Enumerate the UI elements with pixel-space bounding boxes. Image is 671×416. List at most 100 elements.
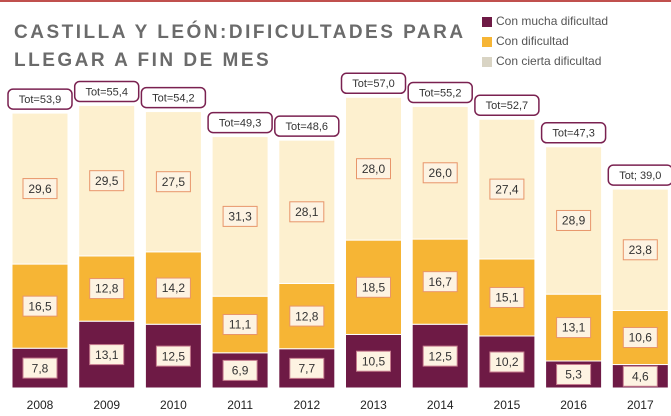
value-label-box bbox=[356, 350, 391, 372]
total-label: Tot=57,0 bbox=[352, 78, 395, 90]
total-label-box bbox=[474, 94, 540, 116]
total-label-box bbox=[340, 72, 407, 95]
value-label-box bbox=[556, 363, 592, 385]
value-label-box bbox=[489, 351, 525, 373]
value-label: 5,3 bbox=[565, 368, 582, 382]
value-label: 12,8 bbox=[95, 282, 119, 296]
value-label: 16,7 bbox=[429, 275, 453, 289]
value-label-box bbox=[155, 171, 191, 193]
x-tick-label: 2017 bbox=[627, 398, 654, 412]
value-label-box bbox=[422, 271, 458, 293]
value-label-box bbox=[422, 162, 458, 184]
x-tick-label: 2015 bbox=[494, 398, 521, 412]
total-label: Tot=55,2 bbox=[419, 87, 462, 99]
x-tick-label: 2008 bbox=[27, 398, 54, 412]
value-label: 12,8 bbox=[295, 309, 319, 323]
value-label-box bbox=[489, 178, 525, 200]
value-label-box bbox=[556, 317, 592, 339]
value-label-box bbox=[622, 365, 658, 387]
value-label: 10,6 bbox=[629, 331, 653, 345]
legend-swatch bbox=[482, 57, 492, 67]
legend-label: Con dificultad bbox=[496, 34, 569, 48]
value-label: 13,1 bbox=[562, 321, 586, 335]
value-label: 14,2 bbox=[162, 281, 186, 295]
value-label: 4,6 bbox=[632, 369, 649, 383]
value-label-box bbox=[422, 345, 458, 367]
x-tick-label: 2016 bbox=[560, 398, 587, 412]
x-tick-label: 2009 bbox=[93, 398, 120, 412]
value-label: 26,0 bbox=[429, 166, 453, 180]
value-label-box bbox=[89, 278, 125, 300]
value-label-box bbox=[155, 345, 191, 367]
value-label: 6,9 bbox=[232, 364, 249, 378]
total-label: Tot; 39,0 bbox=[619, 170, 661, 182]
value-label-box bbox=[155, 277, 191, 299]
value-label: 31,3 bbox=[228, 210, 252, 224]
total-label-box bbox=[407, 81, 473, 104]
chart-title: CASTILLA Y LEÓN:DIFICULTADES PARA bbox=[14, 21, 466, 43]
value-label: 29,6 bbox=[28, 182, 52, 196]
x-tick-label: 2014 bbox=[427, 398, 454, 412]
value-label-box bbox=[556, 209, 592, 231]
value-label-box bbox=[289, 357, 325, 379]
total-label-box bbox=[7, 88, 73, 110]
value-label-box bbox=[289, 201, 325, 223]
total-label: Tot=53,9 bbox=[19, 94, 62, 106]
value-label: 28,0 bbox=[362, 162, 386, 176]
legend-swatch bbox=[482, 37, 492, 47]
value-label-box bbox=[356, 276, 391, 298]
value-label: 12,5 bbox=[162, 349, 186, 363]
value-label-box bbox=[89, 170, 125, 192]
total-label-box bbox=[73, 80, 140, 103]
chart-title: LLEGAR A FIN DE MES bbox=[14, 50, 271, 71]
value-label: 12,5 bbox=[429, 349, 453, 363]
value-label-box bbox=[222, 359, 258, 381]
x-tick-label: 2012 bbox=[293, 398, 320, 412]
legend-label: Con mucha dificultad bbox=[496, 14, 608, 28]
total-label-box bbox=[274, 115, 340, 137]
total-label-box bbox=[140, 86, 207, 109]
bar-segment bbox=[278, 348, 336, 389]
value-label-box bbox=[89, 344, 125, 366]
total-label: Tot=54,2 bbox=[152, 92, 195, 104]
value-label: 29,5 bbox=[95, 174, 119, 188]
value-label-box bbox=[222, 314, 258, 336]
total-label-box bbox=[540, 122, 607, 144]
value-label: 13,1 bbox=[95, 348, 119, 362]
total-label: Tot=48,6 bbox=[286, 121, 329, 133]
x-tick-label: 2010 bbox=[160, 398, 187, 412]
x-tick-label: 2011 bbox=[227, 398, 253, 412]
value-label-box bbox=[289, 305, 325, 327]
value-label: 7,7 bbox=[298, 362, 315, 376]
total-label-box bbox=[207, 111, 273, 134]
value-label-box bbox=[22, 178, 58, 200]
value-label-box bbox=[22, 295, 58, 317]
legend-swatch bbox=[482, 17, 492, 27]
value-label: 27,4 bbox=[495, 182, 519, 196]
value-label: 10,5 bbox=[362, 354, 386, 368]
value-label: 27,5 bbox=[162, 175, 186, 189]
value-label: 28,9 bbox=[562, 214, 586, 228]
value-label-box bbox=[222, 205, 258, 227]
total-label: Tot=47,3 bbox=[552, 128, 595, 140]
value-label: 7,8 bbox=[32, 361, 49, 375]
value-label: 18,5 bbox=[362, 280, 386, 294]
value-label-box bbox=[22, 357, 58, 379]
value-label-box bbox=[622, 327, 658, 349]
total-label: Tot=49,3 bbox=[219, 117, 262, 129]
value-label: 16,5 bbox=[28, 299, 52, 313]
value-label: 15,1 bbox=[495, 291, 519, 305]
value-label-box bbox=[489, 286, 525, 308]
bar-segment bbox=[411, 323, 469, 389]
value-label: 28,1 bbox=[295, 205, 319, 219]
value-label-box bbox=[622, 239, 658, 261]
total-label: Tot=52,7 bbox=[486, 100, 529, 112]
legend-label: Con cierta dificultad bbox=[496, 54, 601, 68]
value-label-box bbox=[356, 158, 391, 180]
value-label: 23,8 bbox=[629, 243, 653, 257]
total-label-box bbox=[607, 164, 671, 186]
x-tick-label: 2013 bbox=[360, 398, 387, 412]
value-label: 10,2 bbox=[495, 355, 519, 369]
value-label: 11,1 bbox=[229, 318, 252, 332]
